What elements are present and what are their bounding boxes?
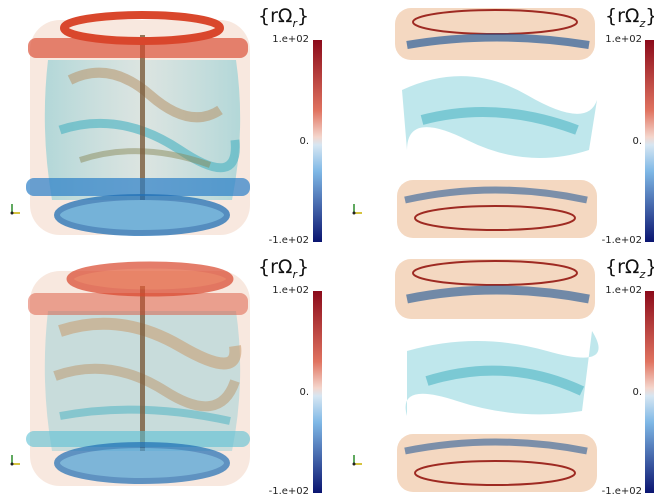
panel-title: {rΩr} <box>258 256 310 281</box>
colorbar-max-label: 1.e+02 <box>272 34 309 45</box>
vorticity-isosurface-render <box>352 8 597 238</box>
vorticity-isosurface-render <box>352 259 599 492</box>
colorbar-mid-label: 0. <box>632 387 642 398</box>
panel-top-right: {rΩz} 1.e+02 0. -1.e+02 <box>327 0 654 251</box>
colorbar <box>645 40 654 242</box>
colorbar-min-label: -1.e+02 <box>268 235 309 246</box>
panel-title: {rΩz} <box>605 256 654 281</box>
colorbar <box>313 291 322 493</box>
orientation-axes-icon <box>10 204 20 215</box>
vorticity-isosurface-render <box>10 261 250 486</box>
panel-bottom-left: {rΩr} 1.e+02 0. -1.e+02 <box>0 251 327 502</box>
orientation-axes-icon <box>352 204 362 215</box>
panel-title: {rΩr} <box>258 5 310 30</box>
colorbar-max-label: 1.e+02 <box>605 34 642 45</box>
orientation-axes-icon <box>352 455 362 466</box>
colorbar-max-label: 1.e+02 <box>272 285 309 296</box>
panel-top-left: {rΩr} 1.e+02 0. -1.e+02 <box>0 0 327 251</box>
colorbar <box>313 40 322 242</box>
orientation-axes-icon <box>10 455 20 466</box>
colorbar-mid-label: 0. <box>299 136 309 147</box>
colorbar-min-label: -1.e+02 <box>601 486 642 497</box>
colorbar-min-label: -1.e+02 <box>601 235 642 246</box>
panel-bottom-right: {rΩz} 1.e+02 0. -1.e+02 <box>327 251 654 502</box>
colorbar-mid-label: 0. <box>299 387 309 398</box>
colorbar-mid-label: 0. <box>632 136 642 147</box>
panel-title: {rΩz} <box>605 5 654 30</box>
colorbar <box>645 291 654 493</box>
vorticity-isosurface-render <box>10 11 250 236</box>
colorbar-min-label: -1.e+02 <box>268 486 309 497</box>
colorbar-max-label: 1.e+02 <box>605 285 642 296</box>
